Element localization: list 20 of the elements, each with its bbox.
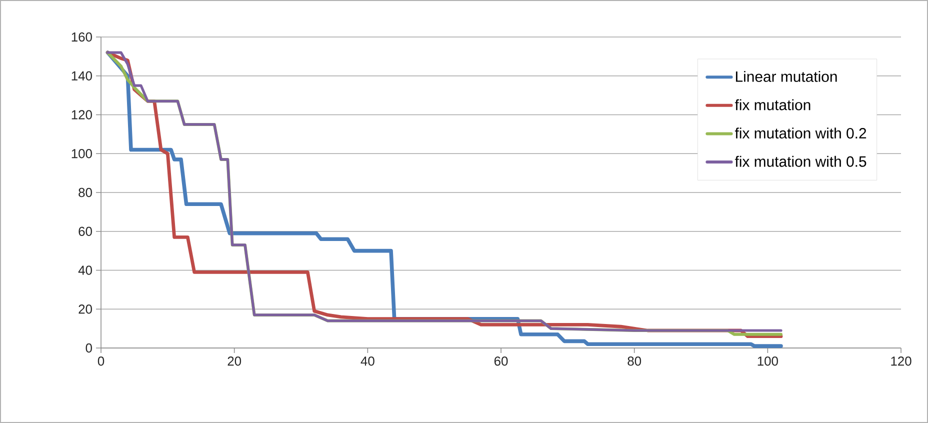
legend-label: fix mutation with 0.2 — [734, 128, 866, 139]
x-tick-label: 40 — [360, 356, 374, 366]
y-tick-label: 0 — [86, 343, 92, 353]
legend-label: fix mutation with 0.5 — [734, 156, 866, 167]
y-tick-label: 20 — [78, 304, 92, 314]
y-tick-label: 60 — [78, 226, 92, 236]
x-tick-label: 60 — [494, 356, 508, 366]
legend-label: Linear mutation — [736, 70, 837, 82]
y-tick-label: 80 — [78, 188, 92, 198]
x-tick-label: 0 — [98, 356, 104, 366]
x-tick-label: 80 — [628, 356, 642, 366]
x-tick-label: 100 — [758, 356, 778, 366]
legend-label: fix mutation — [734, 99, 810, 110]
y-tick-label: 140 — [72, 71, 92, 80]
y-tick-label: 40 — [78, 266, 92, 275]
y-tick-label: 100 — [72, 149, 92, 158]
y-tick-label: 160 — [72, 32, 92, 42]
x-tick-label: 120 — [891, 356, 912, 366]
y-tick-label: 120 — [72, 110, 92, 120]
x-tick-label: 20 — [228, 356, 242, 366]
